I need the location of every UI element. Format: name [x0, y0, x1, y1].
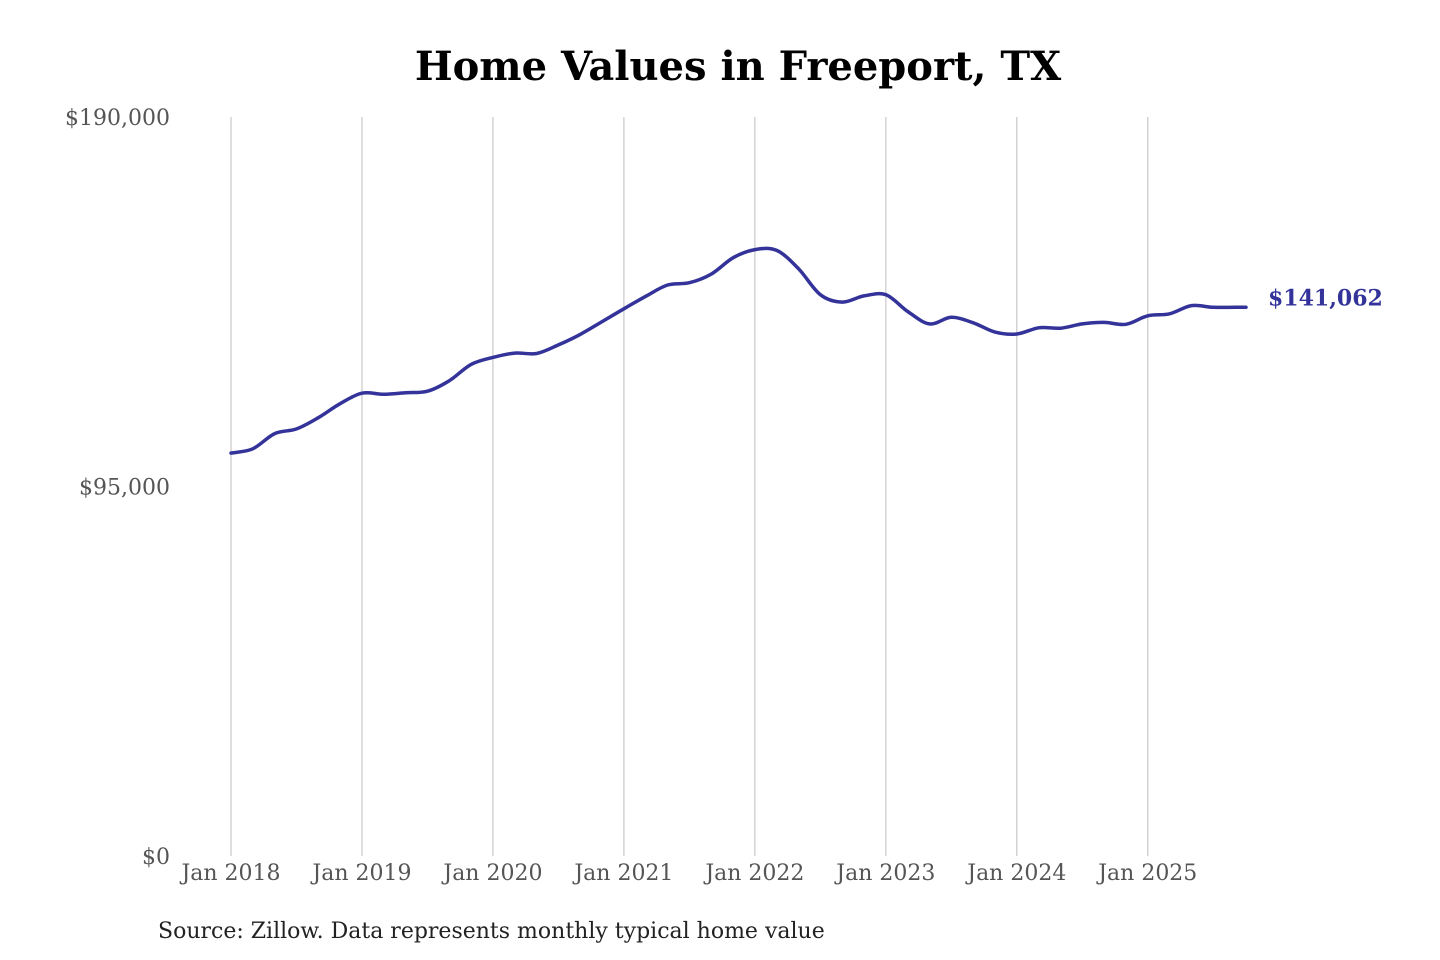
source-note: Source: Zillow. Data represents monthly … — [158, 919, 825, 944]
x-axis-tick-labels: Jan 2018 Jan 2019 Jan 2020 Jan 2021 Jan 2022… — [179, 861, 1197, 886]
gridlines — [230, 117, 1149, 856]
x-tick-label: Jan 2021 — [572, 861, 673, 886]
x-tick-label: Jan 2022 — [703, 861, 804, 886]
y-tick-label: $190,000 — [65, 106, 170, 131]
latest-value-label: $141,062 — [1268, 285, 1383, 311]
x-tick-label: Jan 2020 — [441, 861, 542, 886]
home-value-line — [229, 246, 1248, 455]
x-tick-label: Jan 2023 — [834, 861, 935, 886]
y-axis-tick-labels: $0 $95,000 $190,000 — [65, 106, 170, 870]
x-tick-label: Jan 2025 — [1096, 861, 1197, 886]
x-tick-label: Jan 2018 — [179, 861, 280, 886]
x-tick-label: Jan 2019 — [310, 861, 411, 886]
y-tick-label: $95,000 — [79, 476, 170, 501]
chart-title: Home Values in Freeport, TX — [415, 43, 1061, 90]
y-tick-label: $0 — [142, 845, 170, 870]
x-tick-label: Jan 2024 — [965, 861, 1066, 886]
